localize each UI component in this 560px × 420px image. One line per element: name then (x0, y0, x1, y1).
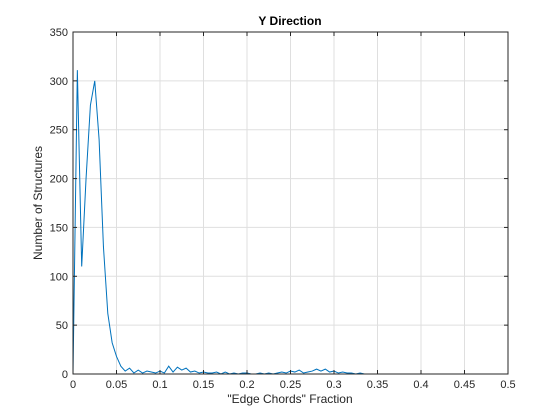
x-tick-label: 0.25 (280, 379, 301, 391)
x-tick-labels: 0 0.05 0.1 0.15 0.2 0.25 0.3 0.35 0.4 0.45 0.5 (70, 379, 516, 391)
y-tick-label: 200 (50, 174, 68, 186)
y-tick-label: 150 (50, 222, 68, 234)
tick-marks (72, 31, 509, 375)
x-tick-label: 0.15 (193, 379, 214, 391)
x-axis-label: "Edge Chords" Fraction (227, 392, 352, 406)
x-tick-label: 0.05 (106, 379, 127, 391)
y-tick-label: 100 (50, 271, 68, 283)
y-tick-label: 350 (50, 27, 68, 39)
y-tick-label: 50 (56, 320, 68, 332)
chart-title: Y Direction (258, 14, 321, 28)
x-tick-label: 0.35 (367, 379, 388, 391)
y-tick-label: 300 (50, 76, 68, 88)
y-tick-labels: 0 50 100 150 200 250 300 350 (50, 27, 68, 381)
x-tick-label: 0.45 (454, 379, 475, 391)
y-tick-label: 0 (62, 369, 68, 381)
x-tick-label: 0.2 (239, 379, 254, 391)
y-axis-label: Number of Structures (31, 146, 45, 260)
x-tick-label: 0.3 (326, 379, 341, 391)
x-tick-label: 0.4 (413, 379, 428, 391)
y-tick-label: 250 (50, 125, 68, 137)
x-tick-label: 0.1 (152, 379, 167, 391)
x-tick-label: 0 (70, 379, 76, 391)
x-tick-label: 0.5 (500, 379, 515, 391)
